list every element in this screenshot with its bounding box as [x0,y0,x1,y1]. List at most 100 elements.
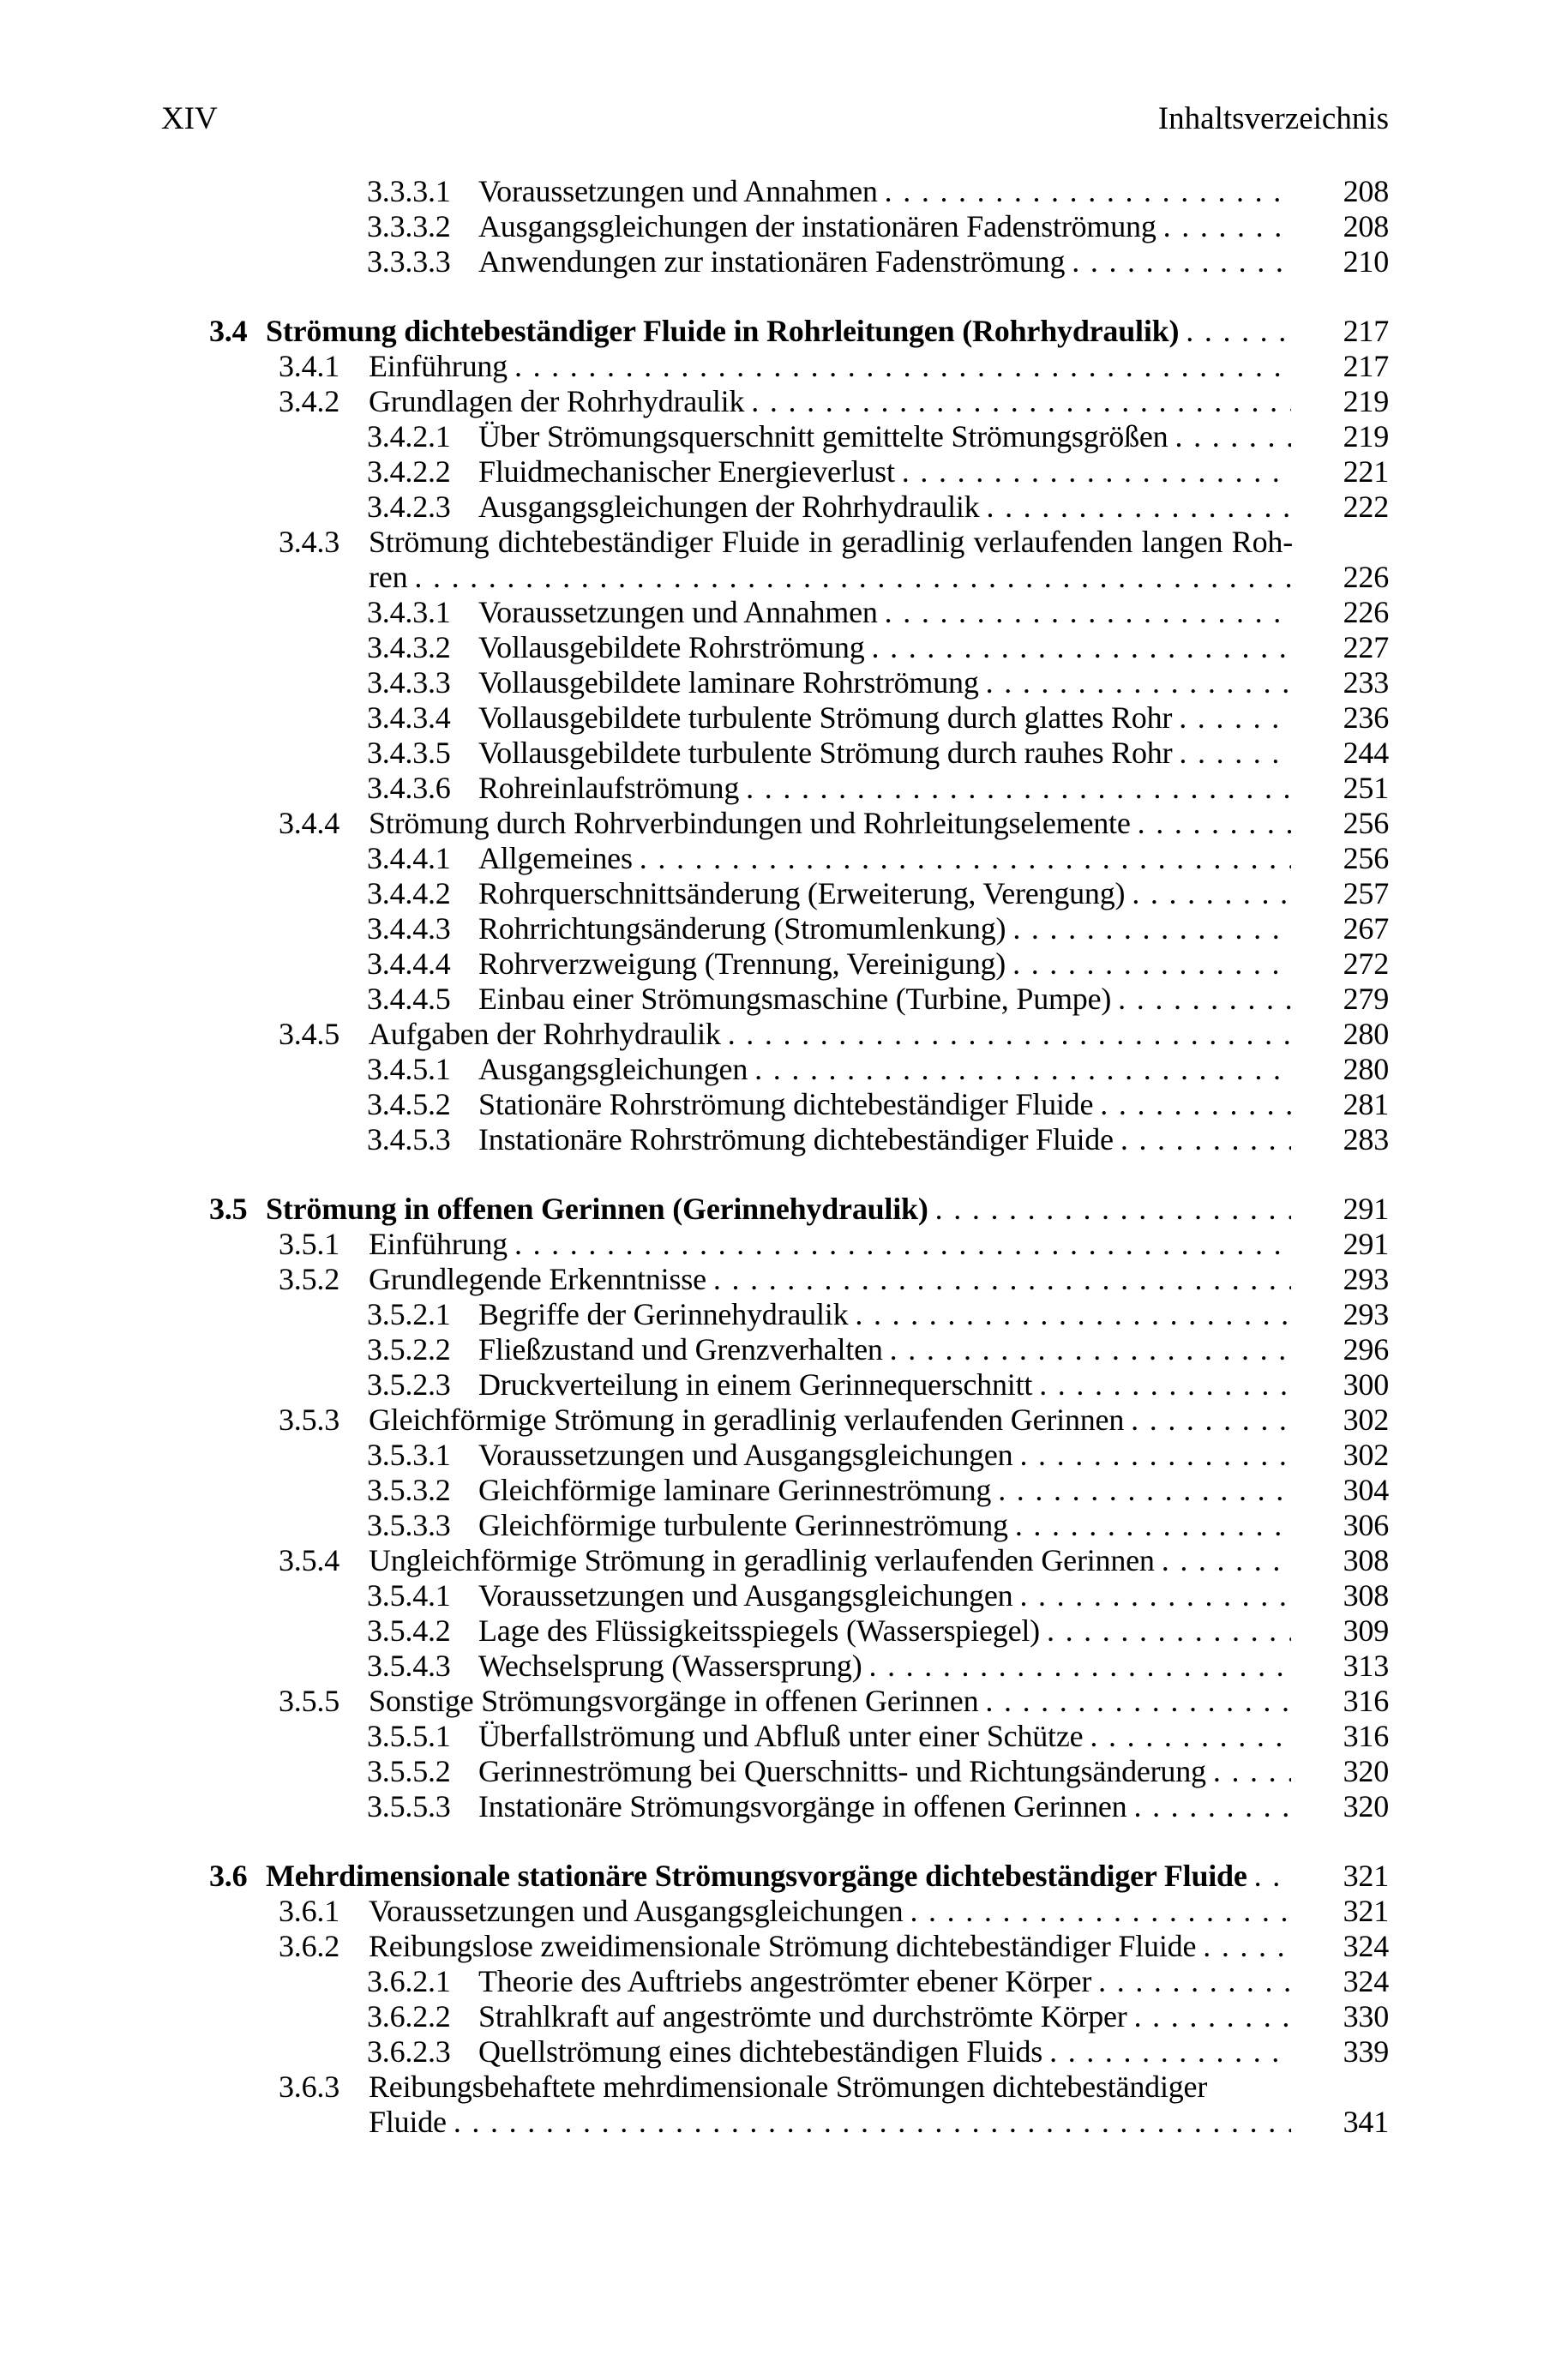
toc-entry: 3.4.3 Strömung dichtebeständiger Fluide i… [0,525,1389,560]
toc-entry-title: Gleichförmige Strömung in geradlinig ver… [369,1403,1125,1437]
toc-entry: 3.5.4.2 Lage des Flüssigkeitsspiegels (Wa… [0,1613,1389,1649]
toc-page-number: 219 [1343,419,1390,454]
toc-entry-number: 3.3.3.2 [367,209,451,243]
toc-entry-title: Strömung dichtebeständiger Fluide in Roh… [266,314,1180,348]
toc-entry-title: Grundlegende Erkenntnisse [369,1262,706,1296]
toc-dot-leader: . . . . . . . . . . . . . . . . . . . . … [712,1262,1291,1296]
toc-dot-leader: . . . . . . . . . . . . . . . . . . . . … [1137,806,1291,840]
toc-dot-leader: . . . . . . . . . . . . . . . . . . . . … [453,2105,1291,2139]
toc-entry-number: 3.5.2.1 [367,1297,451,1331]
toc-page-number: 217 [1343,314,1390,348]
toc-entry: 3.4.3.2 Vollausgebildete Rohrströmung. . … [0,630,1389,665]
toc-page-number: 320 [1343,1754,1390,1788]
toc-dot-leader: . . . . . . . . . . . . . . . . . . . . … [1179,736,1291,770]
toc-entry: 3.4.4.1 Allgemeines. . . . . . . . . . . … [0,841,1389,876]
toc-page-number: 324 [1343,1929,1390,1963]
toc-entry-title: Voraussetzungen und Annahmen [478,595,878,629]
toc-dot-leader: . . . . . . . . . . . . . . . . . . . . … [1174,419,1292,454]
toc-entry-title: Aufgaben der Rohrhydraulik [369,1017,721,1051]
toc-page-number: 313 [1343,1649,1390,1683]
toc-entry-title: Sonstige Strömungsvorgänge in offenen Ge… [369,1684,979,1718]
toc-entry-number: 3.5.2.3 [367,1367,451,1402]
toc-entry: 3.6.2.1 Theorie des Auftriebs angeströmte… [0,1964,1389,1999]
toc-entry-title: Lage des Flüssigkeitsspiegels (Wasserspi… [478,1613,1040,1648]
toc-entry-number: 3.5 [209,1192,248,1226]
toc-entry: 3.6.1 Voraussetzungen und Ausgangsgleichu… [0,1894,1389,1929]
toc-dot-leader: . . . . . . . . . . . . . . . . . . . . … [1179,700,1291,735]
toc-entry-number: 3.6.3 [279,2070,340,2104]
toc-page-number: 227 [1343,630,1390,664]
toc-page-number: 236 [1343,700,1390,735]
toc-list: 3.3.3.1 Voraussetzungen und Annahmen . . .… [0,174,1389,2140]
toc-entry-number: 3.4.2.2 [367,454,451,489]
toc-dot-leader: . . . . . . . . . . . . . . . . . . . . … [1118,982,1291,1016]
toc-dot-leader: . . . . . . . . . . . . . . . . . . . . … [1019,1578,1291,1613]
toc-entry: 3.4.4.5 Einbau einer Strömungsmaschine (T… [0,982,1389,1017]
toc-entry: 3.4.3.3 Vollausgebildete laminare Rohrstr… [0,665,1389,700]
page-header: XIV Inhaltsverzeichnis [0,101,1389,136]
toc-entry: 3.5 Strömung in offenen Gerinnen (Gerinne… [0,1192,1389,1227]
toc-entry: 3.4.5.1 Ausgangsgleichungen. . . . . . . … [0,1052,1389,1087]
toc-entry-title: Voraussetzungen und Ausgangsgleichungen [478,1578,1013,1613]
toc-entry: 3.5.3.2 Gleichförmige laminare Gerinnestr… [0,1473,1389,1508]
toc-entry: 3.5.5 Sonstige Strömungsvorgänge in offen… [0,1684,1389,1719]
toc-entry-number: 3.4.3.2 [367,630,451,664]
toc-page-number: 321 [1343,1894,1390,1928]
toc-dot-leader: . . . . . . . . . . . . . . . . . . . . … [934,1192,1291,1226]
toc-entry-number: 3.4.3 [279,525,340,559]
toc-page-number: 330 [1343,1999,1390,2034]
toc-entry-title: Vollausgebildete laminare Rohrströmung [478,665,979,700]
toc-entry-number: 3.4.1 [279,349,340,383]
toc-dot-leader: . . . . . . . . . . . . . . . . . . . . … [889,1332,1291,1367]
toc-page-number: 251 [1343,771,1390,805]
toc-page-number: 309 [1343,1613,1390,1648]
toc-entry-title: Vollausgebildete turbulente Strömung dur… [478,736,1173,770]
toc-page-number: 208 [1343,209,1390,243]
toc-entry-number: 3.5.5 [279,1684,340,1718]
toc-page-number: 233 [1343,665,1390,700]
toc-page-number: 324 [1343,1964,1390,1998]
toc-entry-number: 3.4.4 [279,806,340,840]
toc-entry-number: 3.3.3.1 [367,174,451,208]
toc-entry: 3.6 Mehrdimensionale stationäre Strömungs… [0,1859,1389,1894]
toc-page-number: 280 [1343,1017,1390,1051]
toc-entry-number: 3.4.5.2 [367,1087,451,1121]
toc-entry-number: 3.4.4.4 [367,946,451,981]
toc-entry-title: Einführung [369,349,508,383]
toc-entry: 3.5.3.1 Voraussetzungen und Ausgangsgleic… [0,1438,1389,1473]
toc-entry-title: Ungleichförmige Strömung in geradlinig v… [369,1543,1155,1577]
toc-entry: 3.3.3.2 Ausgangsgleichungen der instation… [0,209,1389,244]
toc-entry: 3.6.2.2 Strahlkraft auf angeströmte und d… [0,1999,1389,2034]
toc-entry-number: 3.5.5.1 [367,1719,451,1753]
toc-entry-number: 3.5.5.3 [367,1789,451,1823]
toc-entry-title: Strömung in offenen Gerinnen (Gerinnehyd… [266,1192,928,1226]
toc-entry-number: 3.4.4.3 [367,911,451,946]
toc-page-number: 283 [1343,1122,1390,1156]
toc-entry-title: Rohrrichtungsänderung (Stromumlenkung) [478,911,1006,946]
toc-page-number: 222 [1343,490,1390,524]
toc-dot-leader: . . . . . . . . . . . . . . . . . . . . … [1161,1543,1291,1577]
toc-dot-leader: . . . . . . . . . . . . . . . . . . . . … [1212,1754,1291,1788]
toc-page-number: 219 [1343,384,1390,418]
toc-dot-leader: . . . . . . . . . . . . . . . . . . . . … [1100,1087,1291,1121]
toc-entry-number: 3.4.3.5 [367,736,451,770]
toc-entry-number: 3.4 [209,314,248,348]
toc-dot-leader: . . . . . . . . . . . . . . . . . . . . … [754,1052,1291,1086]
toc-entry: 3.5.4 Ungleichförmige Strömung in geradli… [0,1543,1389,1578]
toc-entry: 3.4.4.3 Rohrrichtungsänderung (Stromumlen… [0,911,1389,946]
toc-entry-title: Voraussetzungen und Ausgangsgleichungen [369,1894,904,1928]
toc-page-number: 308 [1343,1578,1390,1613]
toc-entry-title: Strahlkraft auf angeströmte und durchstr… [478,1999,1127,2034]
toc-entry: 3.4.2.3 Ausgangsgleichungen der Rohrhydra… [0,490,1389,525]
toc-page-number: 302 [1343,1403,1390,1437]
toc-dot-leader: . . . . . . . . . . . . . . . . . . . . … [1039,1367,1291,1402]
toc-entry-number: 3.4.2.3 [367,490,451,524]
toc-dot-leader: . . . . . . . . . . . . . . . . . . . . … [514,1227,1291,1261]
toc-dot-leader: . . . . . . . . . . . . . . . . . . . . … [639,841,1291,875]
toc-page-number: 320 [1343,1789,1390,1823]
toc-entry-title: Voraussetzungen und Ausgangsgleichungen [478,1438,1013,1472]
toc-entry-title: Reibungsbehaftete mehrdimensionale Ström… [369,2070,1208,2104]
toc-entry: 3.5.2.2 Fließzustand und Grenzverhalten. … [0,1332,1389,1367]
toc-entry-title: Fluidmechanischer Energieverlust [478,454,895,489]
toc-entry-number: 3.4.2.1 [367,419,451,454]
